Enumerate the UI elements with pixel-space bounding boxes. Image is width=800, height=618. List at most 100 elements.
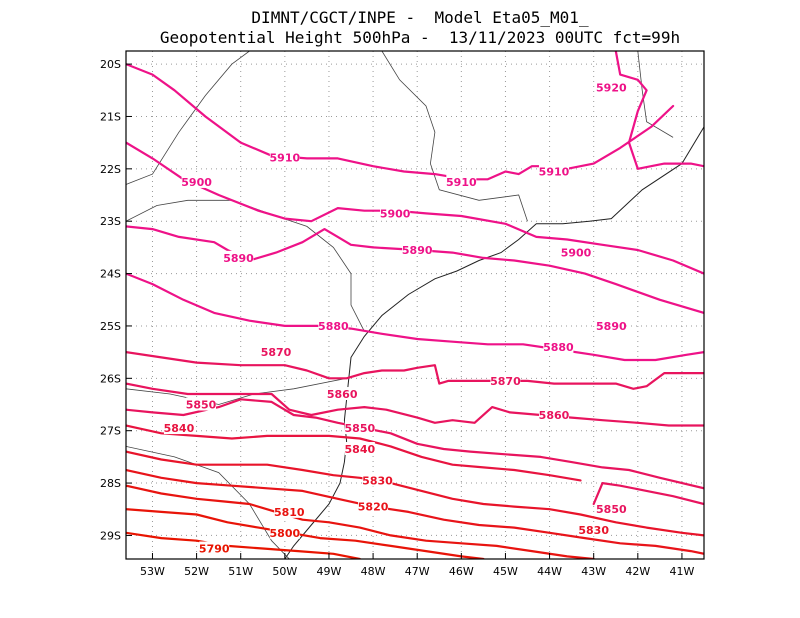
- coastline: [284, 126, 704, 559]
- axis-ticks: 53W 52W 51W 50W 49W 48W 47W 46W 45W 44W 43W 42W 41W 2…: [100, 58, 694, 578]
- contour-label: 5860: [327, 388, 358, 401]
- contour-label: 5800: [270, 527, 301, 540]
- contour-label-bg: [578, 523, 609, 537]
- contour-label-bg: [181, 174, 212, 188]
- map-title-line-2: Geopotential Height 500hPa - 13/11/2023 …: [159, 28, 681, 47]
- contour-label-bg: [327, 387, 358, 401]
- contour-label-bg: [344, 421, 375, 435]
- state-border: [637, 51, 674, 138]
- lat-tick-label: 21S: [100, 110, 121, 123]
- contour-label: 5820: [358, 501, 389, 514]
- contour-label-bg: [490, 373, 521, 387]
- lon-tick-label: 49W: [317, 565, 342, 578]
- contour-label-bg: [358, 499, 389, 513]
- contour-label: 5890: [223, 252, 254, 265]
- contour-label: 5880: [318, 320, 349, 333]
- contour-5840: [126, 424, 582, 482]
- contour-label: 5870: [261, 346, 292, 359]
- contour-label: 5900: [561, 247, 592, 260]
- lon-tick-label: 43W: [581, 565, 606, 578]
- plot-frame: [125, 50, 705, 560]
- lon-tick-label: 44W: [537, 565, 562, 578]
- contour-label-bg: [596, 502, 627, 516]
- contour-5800: [126, 508, 485, 559]
- contour-label-bg: [274, 504, 305, 518]
- contour-5830: [126, 450, 704, 537]
- contour-label-bg: [561, 245, 592, 259]
- contour-label-bg: [596, 80, 627, 94]
- contour-label: 5850: [596, 503, 627, 516]
- contour-labels: 5920 5910 5910 5910 5900 5900 5900 5890 5890 5890…: [163, 80, 627, 556]
- lat-lon-grid: [126, 51, 704, 559]
- contour-label-bg: [538, 164, 569, 178]
- contour-label: 5880: [543, 341, 574, 354]
- state-border: [126, 446, 290, 559]
- contour-5850: [126, 398, 704, 490]
- lat-tick-label: 29S: [100, 529, 121, 542]
- contour-label: 5910: [539, 165, 570, 178]
- lon-tick-label: 47W: [405, 565, 430, 578]
- contour-label-bg: [538, 407, 569, 421]
- contour-label-bg: [318, 318, 349, 332]
- contour-label: 5810: [274, 506, 305, 519]
- lon-tick-label: 52W: [184, 565, 209, 578]
- geography-lines: [126, 51, 704, 559]
- lat-tick-label: 25S: [100, 320, 121, 333]
- lon-tick-label: 45W: [493, 565, 518, 578]
- lat-tick-label: 20S: [100, 58, 121, 71]
- contour-label-bg: [380, 206, 411, 220]
- lon-tick-label: 53W: [140, 565, 165, 578]
- contour-label-bg: [543, 339, 574, 353]
- state-border: [381, 51, 528, 222]
- map-title-line-1: DIMNT/CGCT/INPE - Model Eta05_M01_: [251, 8, 589, 27]
- contour-label-bg: [223, 250, 254, 264]
- contour-label-bg: [269, 525, 300, 539]
- lon-tick-label: 42W: [625, 565, 650, 578]
- contour-label: 5910: [446, 176, 477, 189]
- contour-label: 5830: [578, 524, 609, 537]
- contour-label-bg: [344, 442, 375, 456]
- contour-5820: [126, 468, 704, 555]
- lon-tick-label: 51W: [228, 565, 253, 578]
- lat-tick-label: 24S: [100, 268, 121, 281]
- contour-label-bg: [163, 421, 194, 435]
- contour-label-bg: [269, 150, 300, 164]
- lat-tick-label: 27S: [100, 425, 121, 438]
- contour-label: 5890: [596, 320, 627, 333]
- height-contours: [126, 51, 704, 559]
- contour-5890: [126, 225, 704, 314]
- lat-tick-label: 23S: [100, 215, 121, 228]
- contour-label-bg: [186, 397, 217, 411]
- contour-5870: [126, 351, 704, 390]
- contour-label: 5790: [199, 543, 230, 556]
- contour-label: 5850: [345, 422, 376, 435]
- contour-5880: [126, 272, 704, 362]
- lon-tick-label: 46W: [449, 565, 474, 578]
- contour-label: 5840: [345, 443, 376, 456]
- contour-label: 5890: [402, 244, 433, 257]
- contour-label: 5870: [490, 375, 521, 388]
- contour-label-bg: [402, 243, 433, 257]
- state-border: [126, 51, 250, 185]
- contour-5860: [126, 382, 704, 427]
- contour-label: 5910: [270, 151, 301, 164]
- contour-5850: [592, 482, 704, 506]
- contour-label: 5860: [539, 409, 570, 422]
- lat-tick-label: 26S: [100, 372, 121, 385]
- contour-label-bg: [446, 174, 477, 188]
- contour-label-bg: [199, 541, 230, 555]
- contour-label: 5900: [380, 207, 411, 220]
- lat-tick-label: 22S: [100, 163, 121, 176]
- lon-tick-label: 50W: [272, 565, 297, 578]
- lon-tick-label: 41W: [670, 565, 695, 578]
- contour-label-bg: [362, 473, 393, 487]
- contour-5790: [126, 531, 361, 559]
- lon-tick-label: 48W: [361, 565, 386, 578]
- contour-label: 5920: [596, 82, 627, 95]
- contour-5920: [614, 51, 704, 170]
- contour-label: 5830: [362, 474, 393, 487]
- state-border: [126, 199, 365, 332]
- contour-label: 5850: [186, 399, 217, 412]
- contour-5810: [126, 484, 595, 559]
- contour-5910: [126, 62, 675, 181]
